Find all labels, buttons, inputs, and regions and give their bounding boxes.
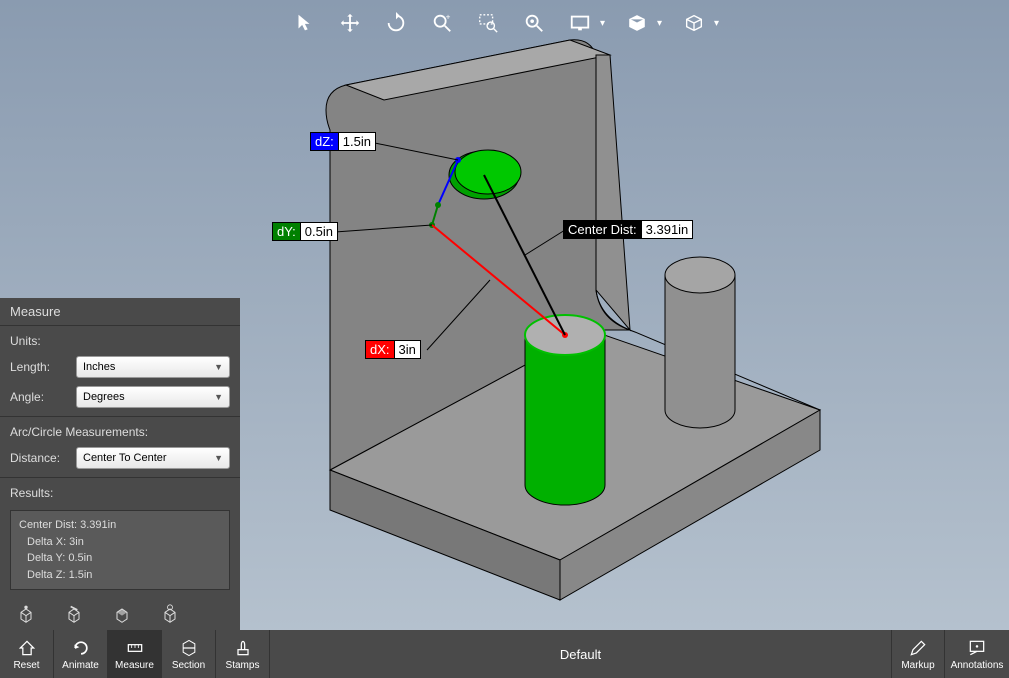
zoom-window-icon [477,12,499,34]
center-dist-value: 3.391in [641,220,694,239]
environment-caret[interactable]: ▾ [657,18,662,29]
reset-label: Reset [13,660,39,671]
zoom-fit-tool[interactable] [520,9,548,37]
bottom-bar: Reset Animate Measure Section Stamps Def… [0,630,1009,678]
refresh-icon [71,638,91,658]
environment-tool[interactable] [623,9,651,37]
chevron-down-icon: ▼ [214,392,223,402]
markup-label: Markup [901,660,934,671]
section-label: Section [172,660,205,671]
length-value: Inches [83,361,115,373]
results-label: Results: [10,482,230,504]
dx-value: 3in [394,340,421,359]
pan-tool[interactable] [336,9,364,37]
rotate-icon [385,12,407,34]
measure-button[interactable]: Measure [108,630,162,678]
snap-mode-2[interactable] [64,604,92,632]
center-dist-tag: Center Dist: [563,220,642,239]
zoom-tool[interactable]: + [428,9,456,37]
view-cube-caret[interactable]: ▾ [714,18,719,29]
dz-tag: dZ: [310,132,339,151]
stamps-label: Stamps [226,660,260,671]
result-center-dist: Center Dist: 3.391in [19,517,221,534]
measure-label: Measure [115,660,154,671]
angle-value: Degrees [83,391,125,403]
distance-value: Center To Center [83,452,167,464]
stamp-icon [233,638,253,658]
snap-mode-4[interactable] [160,604,188,632]
zoom-window-tool[interactable] [474,9,502,37]
stamps-button[interactable]: Stamps [216,630,270,678]
home-icon [17,638,37,658]
animate-label: Animate [62,660,99,671]
dx-label: dX: 3in [365,340,421,359]
arc-label: Arc/Circle Measurements: [10,421,230,443]
annotations-button[interactable]: Annotations [945,630,1009,678]
dx-tag: dX: [365,340,395,359]
result-dx: Delta X: 3in [19,534,221,551]
panel-title: Measure [0,298,240,325]
box-circle-icon [160,604,180,624]
view-cube-tool[interactable] [680,9,708,37]
svg-text:+: + [446,12,451,21]
snap-mode-1[interactable] [16,604,44,632]
measure-panel: Measure Units: Length: Inches ▼ Angle: D… [0,298,240,640]
center-dist-label: Center Dist: 3.391in [563,220,693,239]
dy-label: dY: 0.5in [272,222,338,241]
result-dy: Delta Y: 0.5in [19,550,221,567]
chevron-down-icon: ▼ [214,362,223,372]
view-name[interactable]: Default [270,630,891,678]
rotate-tool[interactable] [382,9,410,37]
display-tool[interactable] [566,9,594,37]
results-box: Center Dist: 3.391in Delta X: 3in Delta … [10,510,230,590]
dz-label: dZ: 1.5in [310,132,376,151]
distance-label: Distance: [10,451,68,465]
section-icon [179,638,199,658]
display-caret[interactable]: ▾ [600,18,605,29]
snap-mode-3[interactable] [112,604,140,632]
chevron-down-icon: ▼ [214,453,223,463]
box-face-icon [112,604,132,624]
display-icon [569,12,591,34]
zoom-icon: + [431,12,453,34]
select-tool[interactable] [290,9,318,37]
result-dz: Delta Z: 1.5in [19,567,221,584]
animate-button[interactable]: Animate [54,630,108,678]
dy-tag: dY: [272,222,301,241]
box-edge-icon [64,604,84,624]
length-label: Length: [10,360,68,374]
dy-value: 0.5in [300,222,338,241]
markup-button[interactable]: Markup [891,630,945,678]
reset-button[interactable]: Reset [0,630,54,678]
distance-select[interactable]: Center To Center ▼ [76,447,230,469]
angle-select[interactable]: Degrees ▼ [76,386,230,408]
pencil-icon [908,638,928,658]
zoom-fit-icon [523,12,545,34]
pointer-icon [293,12,315,34]
units-label: Units: [10,330,230,352]
cube-icon [683,12,705,34]
dz-value: 1.5in [338,132,376,151]
annotation-icon [967,638,987,658]
box-point-icon [16,604,36,624]
environment-icon [626,12,648,34]
angle-label: Angle: [10,390,68,404]
length-select[interactable]: Inches ▼ [76,356,230,378]
annotations-label: Annotations [951,660,1004,671]
pan-icon [339,12,361,34]
section-button[interactable]: Section [162,630,216,678]
ruler-icon [125,638,145,658]
